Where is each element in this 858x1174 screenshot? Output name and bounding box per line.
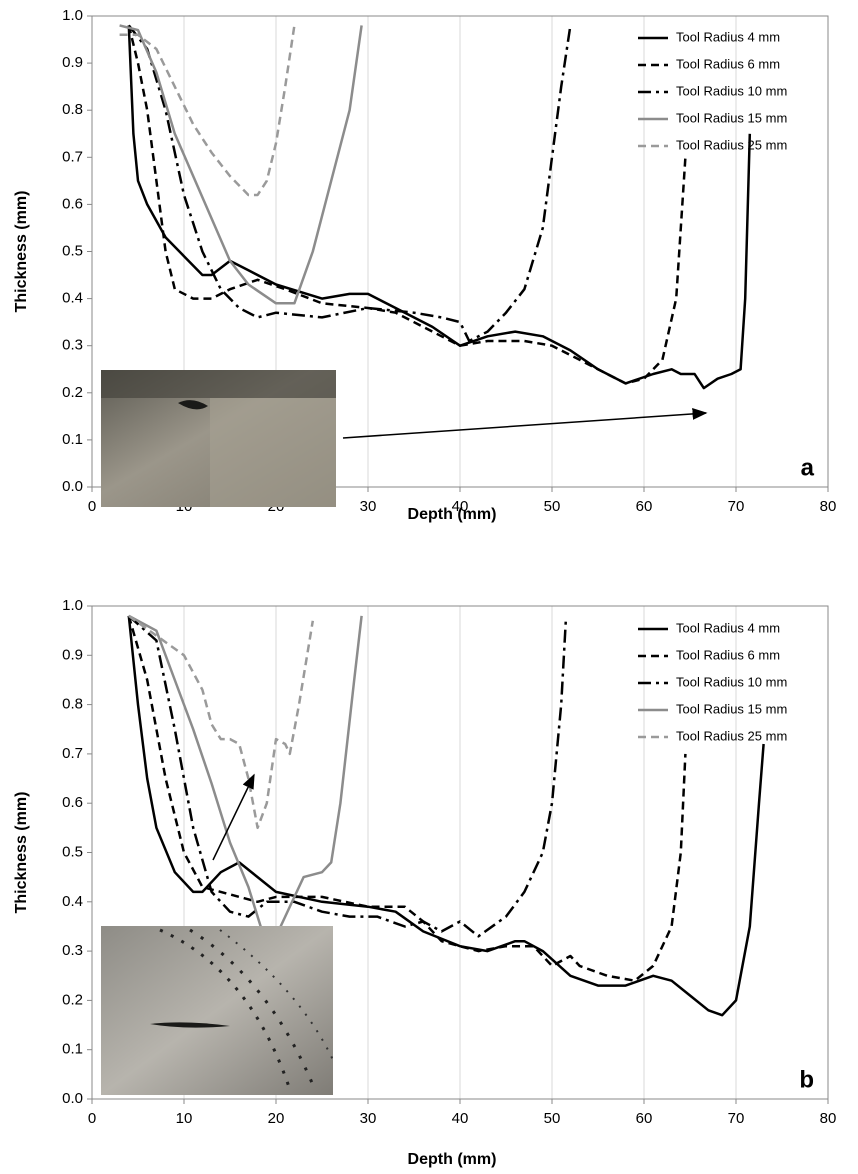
x-tick-label: 30: [360, 1110, 377, 1127]
annotation-arrow: [342, 407, 708, 439]
plot-frame: [91, 15, 829, 488]
data-line: [119, 25, 296, 197]
legend-label: Tool Radius 10 mm: [676, 674, 787, 689]
data-line: [119, 24, 363, 305]
y-tick-label: 0.3: [62, 337, 83, 354]
legend-label: Tool Radius 4 mm: [676, 620, 780, 635]
y-tick-label: 0.2: [62, 384, 83, 401]
y-axis-title: Thickness (mm): [13, 191, 30, 313]
y-tick-label: 1.0: [62, 597, 83, 614]
x-tick-label: 70: [728, 498, 745, 515]
data-line: [127, 25, 752, 390]
data-line: [127, 615, 765, 1017]
x-tick-label: 30: [360, 498, 377, 515]
y-tick-label: 0.2: [62, 991, 83, 1008]
x-tick-label: 0: [88, 498, 96, 515]
y-tick-label: 0.5: [62, 843, 83, 860]
panel-a: 010203040506070800.00.10.20.30.40.50.60.…: [13, 7, 836, 523]
inset-photo-b: [101, 926, 334, 1095]
y-tick-label: 0.4: [62, 893, 83, 910]
data-line: [127, 24, 572, 343]
plot-frame: [91, 605, 829, 1100]
legend-label: Tool Radius 25 mm: [676, 137, 787, 152]
annotation-arrow: [212, 773, 255, 861]
y-tick-label: 0.7: [62, 148, 83, 165]
x-tick-label: 70: [728, 1110, 745, 1127]
y-tick-label: 0.6: [62, 195, 83, 212]
x-tick-label: 0: [88, 1110, 96, 1127]
y-tick-label: 0.8: [62, 101, 83, 118]
y-tick-label: 0.1: [62, 431, 83, 448]
y-tick-label: 0.7: [62, 745, 83, 762]
x-tick-label: 40: [452, 1110, 469, 1127]
panel-label: b: [799, 1066, 814, 1093]
y-tick-label: 0.9: [62, 54, 83, 71]
y-tick-label: 0.3: [62, 942, 83, 959]
data-line: [127, 25, 687, 385]
y-tick-label: 1.0: [62, 7, 83, 24]
y-tick-label: 0.5: [62, 242, 83, 259]
x-tick-label: 50: [544, 1110, 561, 1127]
data-line: [127, 615, 687, 982]
legend-label: Tool Radius 25 mm: [676, 728, 787, 743]
x-tick-label: 80: [820, 1110, 837, 1127]
x-tick-label: 20: [268, 1110, 285, 1127]
x-tick-label: 60: [636, 1110, 653, 1127]
legend-label: Tool Radius 15 mm: [676, 110, 787, 125]
legend-label: Tool Radius 6 mm: [676, 56, 780, 71]
x-axis-title: Depth (mm): [408, 506, 497, 523]
legend-label: Tool Radius 10 mm: [676, 83, 787, 98]
y-tick-label: 0.4: [62, 290, 83, 307]
data-line: [127, 614, 568, 938]
x-tick-label: 80: [820, 498, 837, 515]
legend-label: Tool Radius 6 mm: [676, 647, 780, 662]
x-tick-label: 40: [452, 498, 469, 515]
legend-label: Tool Radius 15 mm: [676, 701, 787, 716]
data-line: [128, 614, 315, 830]
x-axis-title: Depth (mm): [408, 1151, 497, 1168]
legend-label: Tool Radius 4 mm: [676, 29, 780, 44]
inset-photo-a: [101, 370, 336, 507]
x-tick-label: 50: [544, 498, 561, 515]
y-tick-label: 0.1: [62, 1041, 83, 1058]
y-tick-label: 0.9: [62, 646, 83, 663]
y-tick-label: 0.0: [62, 478, 83, 495]
x-tick-label: 60: [636, 498, 653, 515]
y-tick-label: 0.8: [62, 696, 83, 713]
y-tick-label: 0.0: [62, 1090, 83, 1107]
x-tick-label: 10: [176, 1110, 193, 1127]
panel-label: a: [801, 454, 815, 481]
y-axis-title: Thickness (mm): [13, 792, 30, 914]
y-tick-label: 0.6: [62, 794, 83, 811]
